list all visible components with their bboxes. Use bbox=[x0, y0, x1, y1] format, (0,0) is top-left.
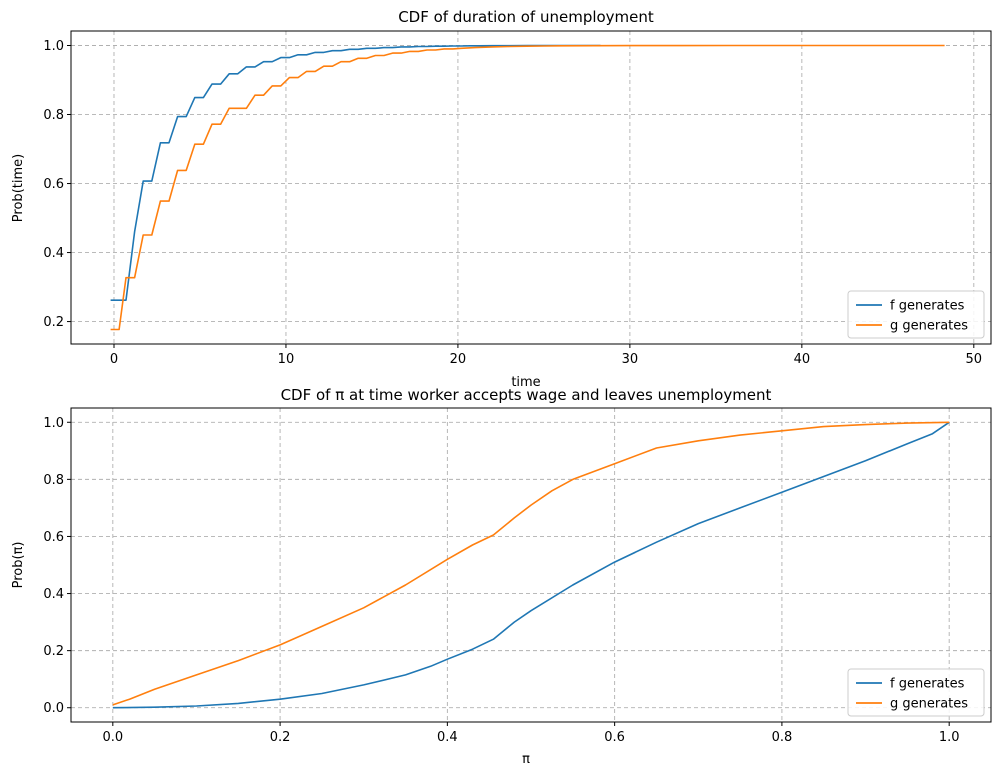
series-line-g bbox=[110, 44, 945, 331]
legend-label-f: f generates bbox=[890, 299, 965, 314]
x-tick-label: 0.8 bbox=[772, 730, 793, 745]
chart-panel-pi: CDF of π at time worker accepts wage and… bbox=[11, 386, 992, 767]
x-tick-label: 20 bbox=[450, 352, 467, 367]
legend-label-g: g generates bbox=[890, 697, 968, 712]
y-axis-label: Prob(π) bbox=[11, 542, 26, 589]
chart-panel-duration: CDF of duration of unemployment 0 10 20 30 4… bbox=[11, 8, 992, 390]
x-axis-label: time bbox=[511, 375, 540, 390]
grid-lines bbox=[71, 408, 991, 722]
series-line-f bbox=[110, 44, 601, 302]
x-tick-label: 0.0 bbox=[102, 730, 123, 745]
legend-box bbox=[847, 290, 985, 339]
x-tick-label: 40 bbox=[794, 352, 811, 367]
x-ticks: 0.0 0.2 0.4 0.6 0.8 1.0 bbox=[102, 722, 960, 745]
y-tick-label: 0.8 bbox=[43, 473, 64, 488]
chart-title: CDF of duration of unemployment bbox=[398, 8, 654, 26]
x-tick-label: 0.4 bbox=[437, 730, 458, 745]
y-tick-label: 0.4 bbox=[43, 587, 64, 602]
y-tick-label: 0.6 bbox=[43, 530, 64, 545]
y-ticks: 0.2 0.4 0.6 0.8 1.0 bbox=[43, 39, 71, 330]
legend-label-g: g generates bbox=[890, 319, 968, 334]
y-tick-label: 0.6 bbox=[43, 177, 64, 192]
x-tick-label: 0.2 bbox=[270, 730, 291, 745]
series-line-f bbox=[112, 421, 950, 709]
legend-box bbox=[847, 668, 985, 717]
legend: f generates g generates bbox=[847, 668, 985, 717]
legend-label-f: f generates bbox=[890, 677, 965, 692]
y-ticks: 0.0 0.2 0.4 0.6 0.8 1.0 bbox=[43, 416, 71, 716]
y-tick-label: 0.0 bbox=[43, 701, 64, 716]
y-tick-label: 0.8 bbox=[43, 108, 64, 123]
y-axis-label: Prob(time) bbox=[11, 154, 26, 222]
x-tick-label: 0 bbox=[110, 352, 118, 367]
x-ticks: 0 10 20 30 40 50 bbox=[110, 344, 982, 367]
y-tick-label: 1.0 bbox=[43, 416, 64, 431]
series-lines bbox=[110, 44, 945, 331]
y-tick-label: 0.4 bbox=[43, 246, 64, 261]
x-tick-label: 1.0 bbox=[939, 730, 960, 745]
x-tick-label: 0.6 bbox=[604, 730, 625, 745]
y-tick-label: 0.2 bbox=[43, 315, 64, 330]
x-axis-label: π bbox=[522, 752, 530, 767]
x-tick-label: 10 bbox=[278, 352, 295, 367]
axes-frame bbox=[70, 407, 992, 723]
series-line-g bbox=[112, 421, 950, 706]
x-tick-label: 50 bbox=[966, 352, 983, 367]
chart-title: CDF of π at time worker accepts wage and… bbox=[281, 386, 772, 404]
x-tick-label: 30 bbox=[622, 352, 639, 367]
axes-frame bbox=[70, 30, 992, 345]
y-tick-label: 0.2 bbox=[43, 644, 64, 659]
series-lines bbox=[112, 421, 950, 709]
legend: f generates g generates bbox=[847, 290, 985, 339]
y-tick-label: 1.0 bbox=[43, 39, 64, 54]
